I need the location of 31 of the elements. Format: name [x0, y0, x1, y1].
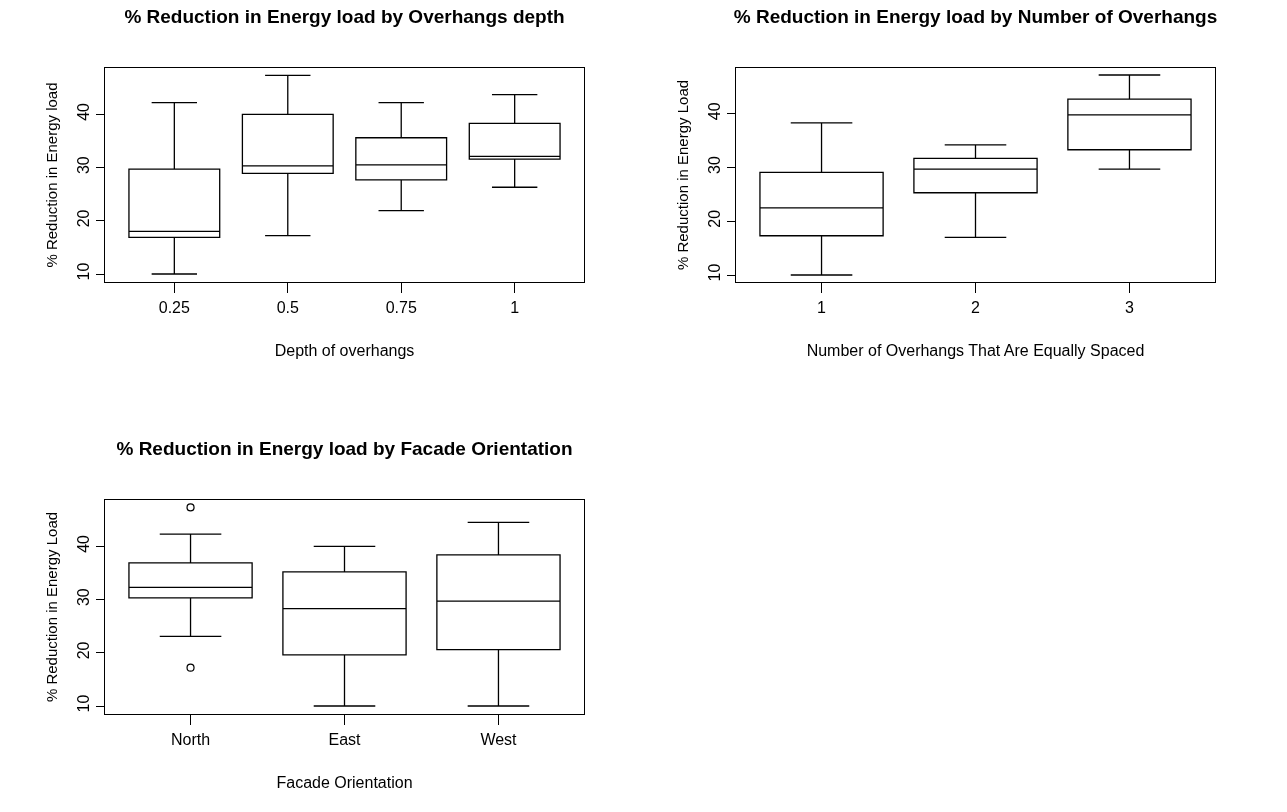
y-tick-label: 40	[706, 102, 724, 121]
y-tick-label: 40	[75, 534, 93, 553]
y-tick-label: 20	[706, 209, 724, 228]
x-tick-label: 2	[971, 298, 981, 316]
x-tick-label: 1	[510, 298, 520, 316]
chart-title: % Reduction in Energy load by Number of Overhangs	[733, 6, 1218, 28]
x-tick-label: West	[480, 730, 518, 748]
y-tick-label: 30	[706, 156, 724, 174]
y-tick-label: 10	[706, 263, 724, 282]
y-tick-label: 10	[75, 262, 93, 281]
x-tick-label: 3	[1125, 298, 1135, 316]
chart-title: % Reduction in Energy load by Overhangs depth	[124, 6, 565, 28]
y-tick-label: 20	[75, 641, 93, 660]
x-tick-label: North	[170, 730, 211, 748]
x-tick-label: 1	[817, 298, 827, 316]
y-tick-label: 10	[75, 694, 93, 713]
y-axis-title: % Reduction in Energy Load	[42, 511, 60, 703]
x-axis-title: Depth of overhangs	[274, 342, 415, 360]
y-tick-label: 30	[75, 588, 93, 607]
y-tick-label: 20	[75, 209, 93, 228]
x-axis-title: Facade Orientation	[276, 774, 413, 792]
x-tick-label: 0.5	[276, 298, 299, 316]
y-axis-title: % Reduction in Energy load	[42, 82, 60, 268]
y-tick-label: 40	[75, 102, 93, 121]
x-axis-title: Number of Overhangs That Are Equally Spaced	[806, 342, 1145, 360]
x-tick-label: 0.75	[385, 298, 417, 316]
x-tick-label: East	[328, 730, 362, 748]
y-axis-title: % Reduction in Energy Load	[673, 79, 691, 271]
y-tick-label: 30	[75, 156, 93, 175]
x-tick-label: 0.25	[158, 298, 190, 316]
chart-title: % Reduction in Energy load by Facade Orientation	[116, 438, 573, 460]
